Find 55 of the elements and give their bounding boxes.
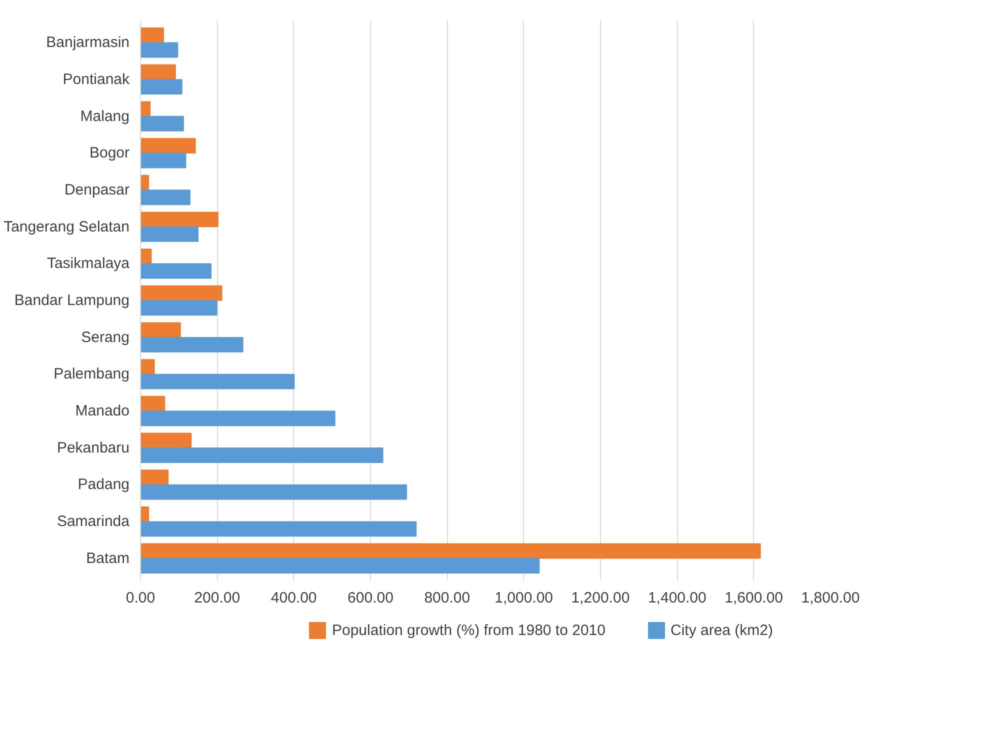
bar: [140, 263, 212, 279]
bar: [140, 79, 182, 95]
y-tick-label: Manado: [75, 402, 130, 420]
x-tick-label: 800.00: [424, 590, 470, 606]
bar: [140, 410, 336, 426]
bar: [140, 28, 164, 43]
bar: [140, 64, 176, 80]
x-tick-label: 200.00: [194, 590, 240, 606]
bar: [140, 484, 408, 500]
bar: [140, 248, 152, 264]
y-tick-label: Pontianak: [62, 70, 130, 88]
bar: [140, 212, 218, 228]
y-tick-label: Tasikmalaya: [46, 255, 130, 272]
bar: [140, 285, 222, 301]
y-tick-label: Batam: [86, 550, 130, 567]
legend-label: Population growth (%) from 1980 to 2010: [332, 622, 606, 638]
bar: [140, 322, 181, 338]
bar: [140, 300, 218, 316]
y-tick-label: Bandar Lampung: [14, 292, 130, 309]
bar: [140, 226, 198, 242]
y-tick-label: Denpasar: [64, 181, 130, 198]
bar: [140, 42, 178, 58]
bar: [140, 396, 166, 412]
y-tick-label: Malang: [80, 108, 130, 125]
x-tick-label: 1,400.00: [648, 590, 706, 606]
y-tick-label: Palembang: [54, 366, 130, 383]
bar: [140, 190, 190, 206]
bar: [140, 521, 417, 537]
y-tick-label: Pekanbaru: [56, 439, 130, 456]
x-tick-label: 1,800.00: [801, 590, 860, 606]
bar: [140, 116, 184, 132]
bar: [140, 374, 295, 390]
bar: [140, 448, 384, 463]
y-tick-label: Serang: [81, 328, 130, 346]
y-tick-label: Banjarmasin: [46, 34, 130, 52]
y-tick-label: Tangerang Selatan: [4, 218, 130, 236]
x-tick-label: 1,200.00: [571, 590, 630, 606]
bar: [140, 359, 155, 375]
x-tick-label: 1,000.00: [494, 590, 554, 606]
x-tick-label: 0.00: [126, 590, 156, 606]
legend-label: City area (km2): [670, 622, 774, 638]
bar: [140, 558, 540, 574]
x-tick-label: 600.00: [348, 590, 394, 606]
y-tick-label: Padang: [78, 476, 130, 494]
x-tick-label: 400.00: [270, 590, 317, 606]
bar: [140, 336, 244, 352]
bar: [140, 152, 186, 168]
y-tick-label: Bogor: [89, 144, 130, 162]
y-tick-label: Samarinda: [56, 513, 130, 530]
bar: [140, 470, 169, 486]
bar: [140, 138, 196, 154]
bar: [140, 101, 151, 117]
bar: [140, 543, 761, 559]
x-tick-label: 1,600.00: [724, 590, 784, 606]
bar: [140, 432, 192, 448]
